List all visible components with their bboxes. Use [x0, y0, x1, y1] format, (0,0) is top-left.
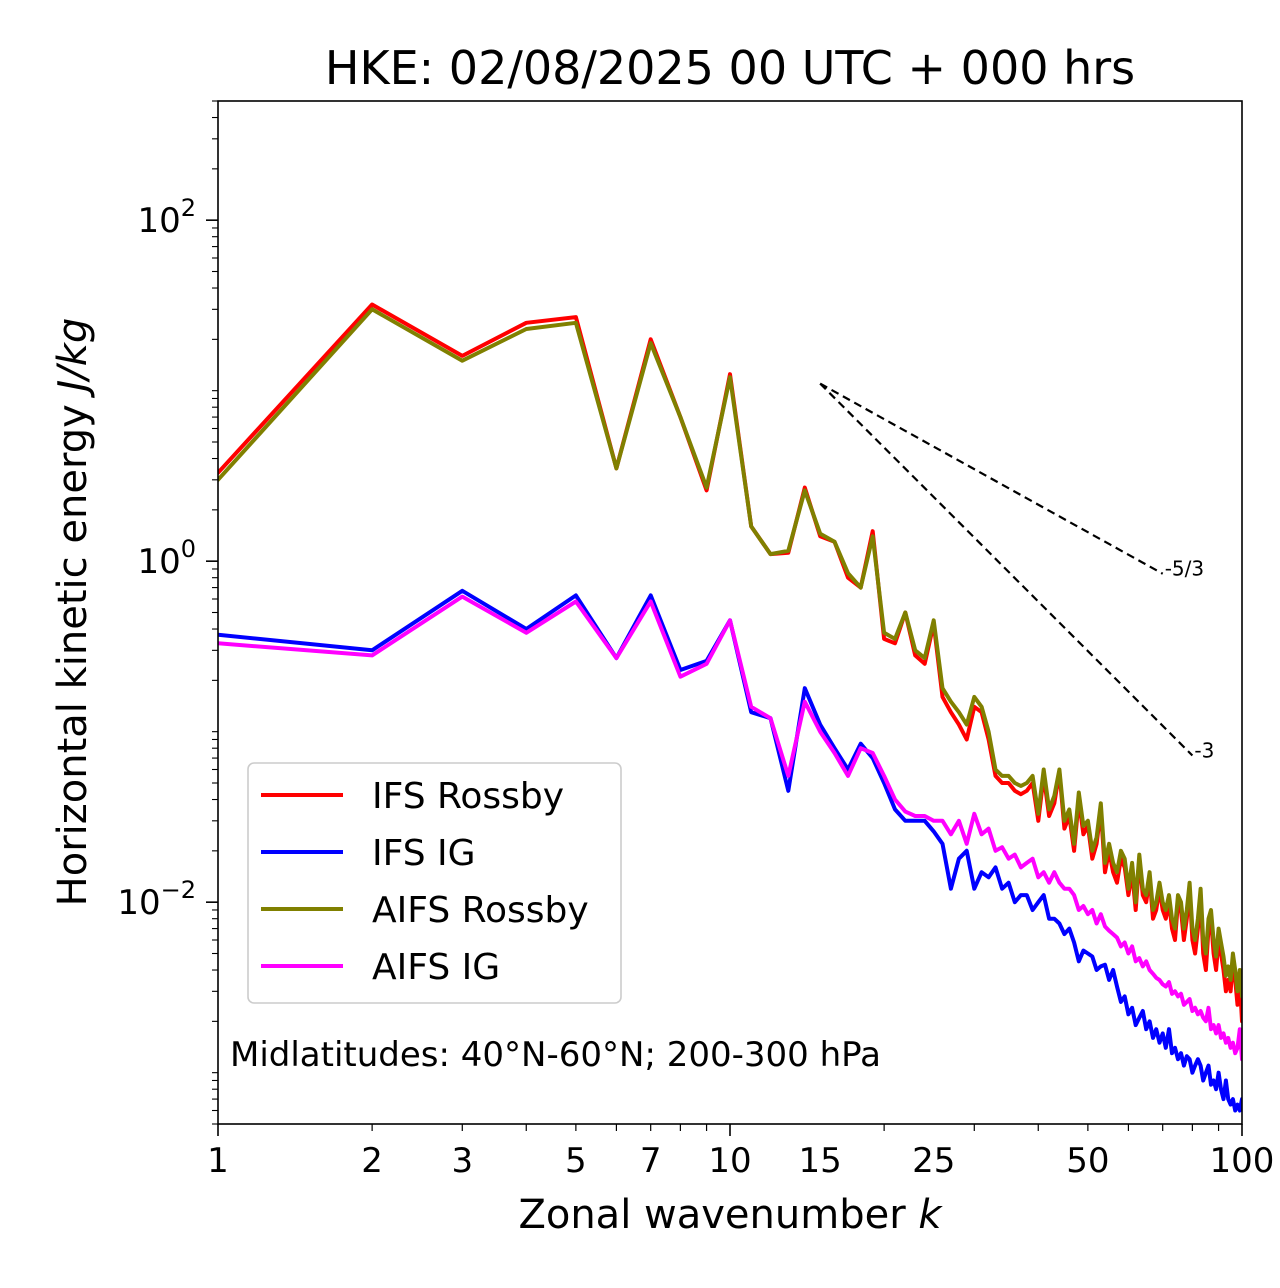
series-line — [218, 307, 1242, 999]
x-tick-label: 5 — [565, 1141, 587, 1181]
slope-label: -3 — [1194, 738, 1214, 762]
y-tick-label: 100 — [137, 535, 196, 582]
y-tick-labels: 102 100 10−2 — [117, 194, 196, 923]
legend: IFS Rossby IFS IG AIFS Rossby AIFS IG — [247, 762, 622, 1004]
y-axis-label-unit: J/kg — [50, 318, 96, 399]
legend-box — [247, 762, 622, 1004]
y-tick-label: 10−2 — [117, 876, 196, 923]
plot-frame — [217, 100, 1243, 1125]
reference-slope-lines — [819, 382, 1194, 757]
x-tick-label: 10 — [708, 1141, 751, 1181]
slope-label: -5/3 — [1165, 557, 1204, 581]
x-tick-label: 15 — [799, 1141, 842, 1181]
x-tick-label: 3 — [451, 1141, 473, 1181]
legend-label: AIFS IG — [372, 947, 500, 988]
legend-label: AIFS Rossby — [372, 890, 589, 931]
series-line — [218, 588, 1242, 1113]
y-axis-label-text: Horizontal kinetic energy — [50, 392, 96, 907]
x-axis-label: Zonal wavenumber k — [518, 1192, 943, 1238]
slope-line — [819, 382, 1194, 757]
slope-line — [819, 382, 1164, 575]
region-annotation: Midlatitudes: 40°N-60°N; 200-300 hPa — [230, 1035, 881, 1075]
slope-labels: -5/3 -3 — [1165, 557, 1215, 763]
legend-label: IFS IG — [372, 833, 476, 874]
axis-ticks — [206, 100, 1243, 1136]
y-axis-label: Horizontal kinetic energy J/kg — [50, 318, 96, 907]
series-lines — [218, 302, 1242, 1113]
x-tick-label: 7 — [640, 1141, 662, 1181]
y-tick-label: 102 — [137, 194, 196, 241]
x-tick-label: 1 — [207, 1141, 229, 1181]
x-tick-label: 50 — [1066, 1141, 1109, 1181]
series-line — [218, 594, 1242, 1062]
x-tick-label: 25 — [912, 1141, 955, 1181]
x-tick-label: 100 — [1210, 1141, 1275, 1181]
x-tick-labels: 1 2 3 5 7 10 15 25 50 100 — [207, 1141, 1274, 1181]
legend-label: IFS Rossby — [372, 776, 564, 817]
x-tick-label: 2 — [361, 1141, 383, 1181]
chart-title: HKE: 02/08/2025 00 UTC + 000 hrs — [325, 41, 1135, 95]
x-axis-label-text: Zonal wavenumber — [518, 1192, 918, 1238]
x-axis-label-variable: k — [918, 1192, 943, 1238]
